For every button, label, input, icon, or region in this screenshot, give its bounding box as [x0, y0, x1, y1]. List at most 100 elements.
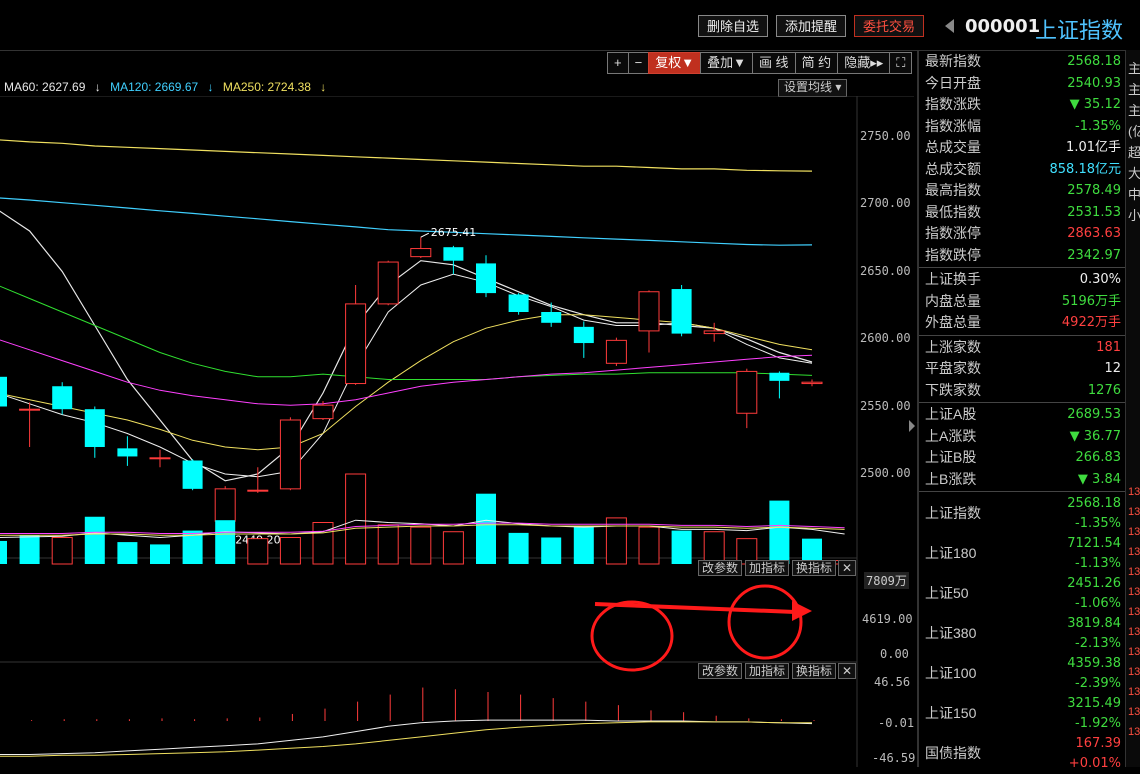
price-tick-label: 2500.00 [860, 466, 911, 480]
quote-label: 上B涨跌 [925, 470, 977, 487]
overlay-dropdown[interactable]: 叠加▼ [700, 52, 753, 74]
vol-edit-params-button[interactable]: 改参数 [698, 560, 743, 576]
candle-body-down [52, 386, 73, 410]
candlestick-chart[interactable]: 2675.412449.20 [0, 96, 914, 767]
red-circle-annotation [727, 584, 803, 660]
vol-add-indicator-button[interactable]: 加指标 [745, 560, 790, 576]
collapse-panel-icon[interactable] [909, 420, 915, 432]
prev-stock-icon[interactable] [945, 19, 954, 33]
edge-num: 13 [1128, 506, 1140, 518]
edge-char: 主 [1128, 61, 1140, 76]
quote-value: 2342.97 [1067, 247, 1121, 263]
edge-num: 13 [1128, 666, 1140, 678]
quote-label: 指数涨跌 [925, 96, 981, 112]
candle-body-down [573, 326, 594, 344]
quote-label: 最高指数 [925, 182, 981, 198]
quote-value: -1.35% [1075, 118, 1121, 134]
quote-label: 总成交量 [925, 139, 981, 155]
index-row[interactable]: 上证指数 2568.18 -1.35% [923, 493, 1123, 533]
quote-row: 内盘总量 5196万手 [923, 291, 1123, 312]
hide-button[interactable]: 隐藏▸▸ [837, 52, 891, 74]
edge-char: 超 [1128, 145, 1140, 160]
simple-mode-button[interactable]: 简 约 [794, 52, 839, 74]
quote-value: 2578.49 [1067, 183, 1121, 198]
vol-close-icon[interactable]: ✕ [838, 560, 857, 576]
volume-bar-down [215, 520, 236, 564]
volume-bar-down [150, 544, 170, 564]
header-bar: 删除自选 添加提醒 委托交易 000001 上证指数 [0, 0, 1140, 51]
quote-value: 2540.93 [1067, 75, 1121, 91]
macd-axis-min: -46.59 [872, 751, 916, 765]
edge-num: 13 [1128, 566, 1140, 578]
quote-label: 平盘家数 [925, 360, 981, 376]
volume-bar-down [573, 525, 594, 564]
zoom-out-button[interactable]: − [627, 52, 650, 74]
quote-row: 外盘总量 4922万手 [923, 312, 1123, 333]
quote-label: 总成交额 [925, 160, 981, 177]
add-alert-button[interactable]: 添加提醒 [776, 15, 847, 37]
index-change: -1.35% [1075, 516, 1121, 531]
remove-watchlist-button[interactable]: 删除自选 [698, 15, 769, 37]
index-change: -1.92% [1075, 716, 1121, 731]
draw-line-button[interactable]: 画 线 [751, 52, 796, 74]
quote-row: 指数跌停 2342.97 [923, 245, 1123, 266]
edge-char: 小 [1128, 208, 1140, 223]
edge-num: 13 [1128, 526, 1140, 538]
volume-bar-up [247, 538, 269, 565]
candle-body-up [214, 488, 236, 522]
volume-bar-up [410, 526, 432, 565]
quote-row: 上涨家数 181 [923, 337, 1123, 358]
quote-label: 上证换手 [925, 271, 981, 287]
candle-body-up [19, 408, 41, 411]
index-row[interactable]: 上证100 4359.38 -2.39% [923, 653, 1123, 693]
stock-name: 上证指数 [1035, 19, 1124, 44]
index-row[interactable]: 上证50 2451.26 -1.06% [923, 573, 1123, 613]
volume-bar-down [541, 537, 562, 564]
price-tick-label: 2600.00 [860, 331, 911, 345]
index-row[interactable]: 国债指数 167.39 +0.01% [923, 733, 1123, 773]
volume-bar-down [802, 538, 822, 564]
ma-line-ma60 [0, 210, 813, 482]
volume-bar-down [0, 540, 7, 564]
quote-value: 2568.18 [1067, 54, 1121, 69]
set-ma-button[interactable]: 设置均线 ▾ [778, 79, 848, 97]
volume-axis-max: 7809万 [864, 572, 909, 589]
quote-row: 上证换手 0.30% [923, 269, 1123, 290]
divider [919, 334, 1127, 336]
candle-body-up [345, 303, 367, 385]
macd-switch-indicator-button[interactable]: 换指标 [792, 663, 837, 679]
index-row[interactable]: 上证150 3215.49 -1.92% [923, 693, 1123, 733]
trade-order-button[interactable]: 委托交易 [854, 15, 925, 37]
index-label: 上证380 [925, 625, 977, 641]
macd-close-icon[interactable]: ✕ [838, 663, 857, 679]
quote-value: ▼ 3.84 [1077, 471, 1121, 487]
fullscreen-icon[interactable]: ⛶ [889, 52, 913, 74]
side-edge-panel: 主主主(亿超大中小13131313131313131313131313 [1125, 50, 1140, 767]
index-row[interactable]: 上证180 7121.54 -1.13% [923, 533, 1123, 573]
ma120-label: MA120: 2669.67 ↓ [110, 80, 214, 94]
macd-dif-line [0, 719, 813, 755]
quote-row: 指数涨停 2863.63 [923, 223, 1123, 244]
ma-line-ma120 [0, 197, 813, 246]
quote-value: 2863.63 [1067, 226, 1121, 241]
quote-value: 858.18亿元 [1049, 161, 1122, 177]
index-value: 2568.18 [1067, 496, 1121, 511]
quote-value: 1276 [1087, 382, 1121, 398]
volume-bar-down [508, 532, 529, 564]
macd-edit-params-button[interactable]: 改参数 [698, 663, 743, 679]
zoom-in-button[interactable]: + [607, 52, 629, 74]
index-row[interactable]: 上证380 3819.84 -2.13% [923, 613, 1123, 653]
vol-switch-indicator-button[interactable]: 换指标 [792, 560, 837, 576]
edge-char: 大 [1128, 166, 1140, 181]
macd-add-indicator-button[interactable]: 加指标 [745, 663, 790, 679]
index-value: 2451.26 [1067, 576, 1121, 591]
quote-value: 2689.53 [1067, 407, 1121, 422]
quote-row: 最高指数 2578.49 [923, 180, 1123, 201]
candle-body-down [443, 247, 464, 261]
quote-value: 12 [1104, 361, 1121, 376]
candle-body-up [801, 381, 823, 385]
macd-axis-mid: -0.01 [878, 716, 915, 730]
adjust-dropdown[interactable]: 复权▼ [648, 52, 702, 74]
ma-line-ma250 [0, 139, 813, 172]
volume-ma20-line [0, 522, 845, 534]
